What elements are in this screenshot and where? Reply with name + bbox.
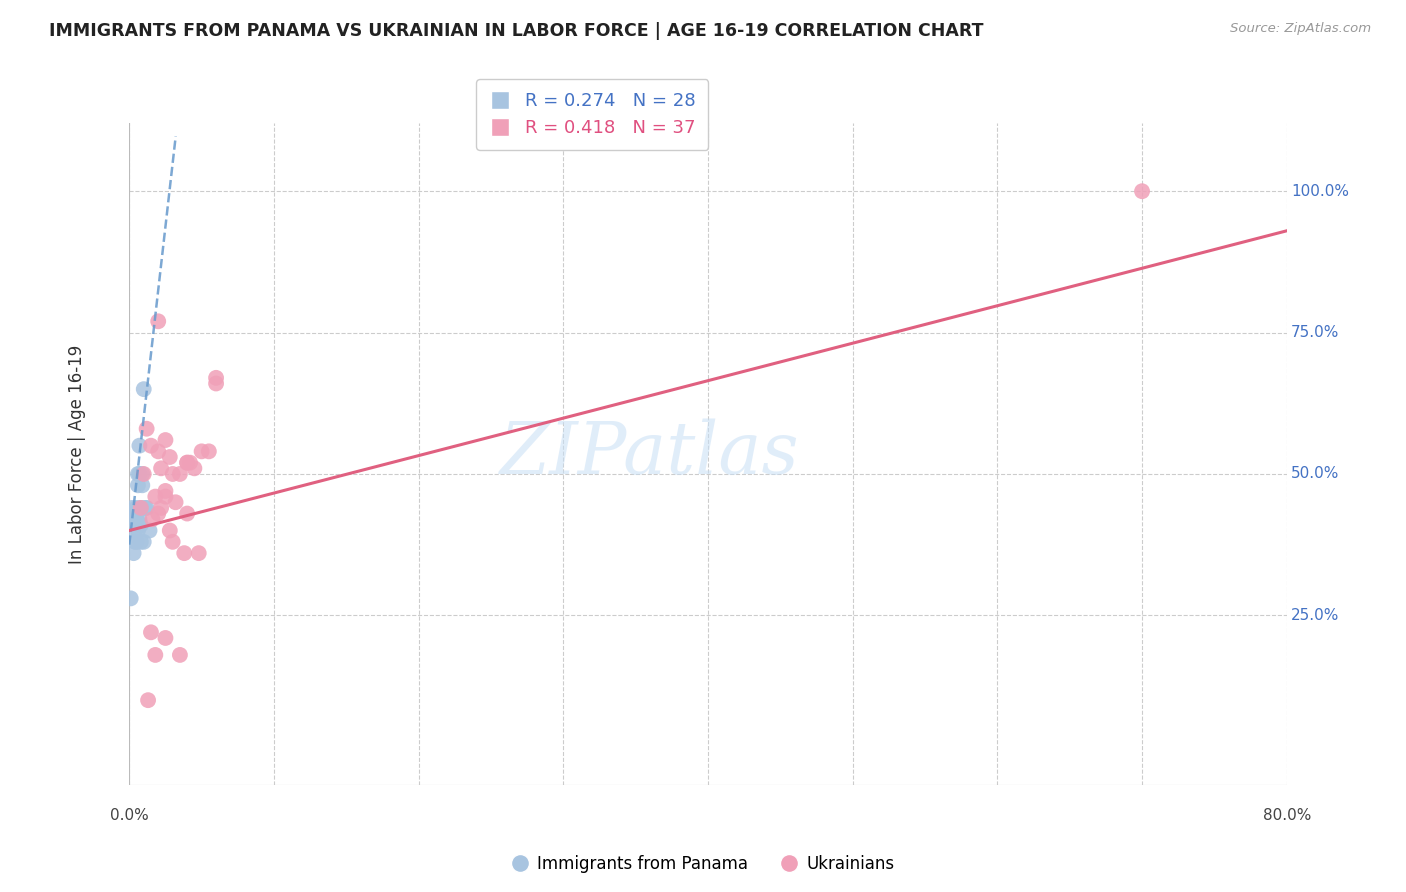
Point xyxy=(127,478,149,492)
Point xyxy=(155,433,177,447)
Point xyxy=(159,524,181,538)
Point xyxy=(127,467,149,481)
Point xyxy=(127,524,149,538)
Point xyxy=(148,507,170,521)
Text: ZIPatlas: ZIPatlas xyxy=(501,419,800,490)
Point xyxy=(128,439,150,453)
Point xyxy=(205,371,228,385)
Point xyxy=(155,631,177,645)
Point xyxy=(128,467,150,481)
Point xyxy=(129,500,152,515)
Point xyxy=(162,534,184,549)
Point xyxy=(139,625,162,640)
Text: 50.0%: 50.0% xyxy=(1291,467,1340,482)
Point xyxy=(169,648,191,662)
Point xyxy=(122,507,145,521)
Point xyxy=(176,507,198,521)
Point xyxy=(135,422,157,436)
Point xyxy=(124,524,146,538)
Point xyxy=(124,534,146,549)
Point xyxy=(131,467,153,481)
Point xyxy=(139,439,162,453)
Text: IMMIGRANTS FROM PANAMA VS UKRAINIAN IN LABOR FORCE | AGE 16-19 CORRELATION CHART: IMMIGRANTS FROM PANAMA VS UKRAINIAN IN L… xyxy=(49,22,984,40)
Point xyxy=(141,512,163,526)
Legend: Immigrants from Panama, Ukrainians: Immigrants from Panama, Ukrainians xyxy=(505,848,901,880)
Point xyxy=(129,534,152,549)
Point xyxy=(120,591,142,606)
Point xyxy=(205,376,228,391)
Point xyxy=(176,456,198,470)
Text: In Labor Force | Age 16-19: In Labor Force | Age 16-19 xyxy=(67,344,86,564)
Point xyxy=(187,546,209,560)
Point xyxy=(143,648,166,662)
Point xyxy=(155,483,177,498)
Point xyxy=(179,456,201,470)
Point xyxy=(121,500,143,515)
Point xyxy=(136,693,159,707)
Legend: R = 0.274   N = 28, R = 0.418   N = 37: R = 0.274 N = 28, R = 0.418 N = 37 xyxy=(477,79,709,150)
Point xyxy=(169,467,191,481)
Point xyxy=(122,512,145,526)
Point xyxy=(148,444,170,458)
Point xyxy=(128,512,150,526)
Point xyxy=(131,478,153,492)
Point xyxy=(132,534,155,549)
Point xyxy=(155,490,177,504)
Text: 25.0%: 25.0% xyxy=(1291,607,1340,623)
Point xyxy=(129,517,152,532)
Point xyxy=(198,444,221,458)
Point xyxy=(122,546,145,560)
Point xyxy=(150,500,173,515)
Point xyxy=(143,490,166,504)
Point xyxy=(124,512,146,526)
Point xyxy=(183,461,205,475)
Point xyxy=(138,524,160,538)
Point xyxy=(132,382,155,396)
Text: 80.0%: 80.0% xyxy=(1263,807,1310,822)
Point xyxy=(190,444,212,458)
Point xyxy=(125,534,148,549)
Point xyxy=(125,500,148,515)
Text: 0.0%: 0.0% xyxy=(110,807,149,822)
Text: 75.0%: 75.0% xyxy=(1291,325,1340,340)
Point xyxy=(132,467,155,481)
Text: 100.0%: 100.0% xyxy=(1291,184,1350,199)
Point xyxy=(125,512,148,526)
Point xyxy=(173,546,195,560)
Point xyxy=(150,461,173,475)
Point xyxy=(125,507,148,521)
Point xyxy=(165,495,187,509)
Point xyxy=(148,314,170,328)
Point xyxy=(135,500,157,515)
Text: Source: ZipAtlas.com: Source: ZipAtlas.com xyxy=(1230,22,1371,36)
Point xyxy=(1130,184,1153,198)
Point xyxy=(129,500,152,515)
Point xyxy=(134,500,156,515)
Point xyxy=(162,467,184,481)
Point xyxy=(176,456,198,470)
Point xyxy=(159,450,181,464)
